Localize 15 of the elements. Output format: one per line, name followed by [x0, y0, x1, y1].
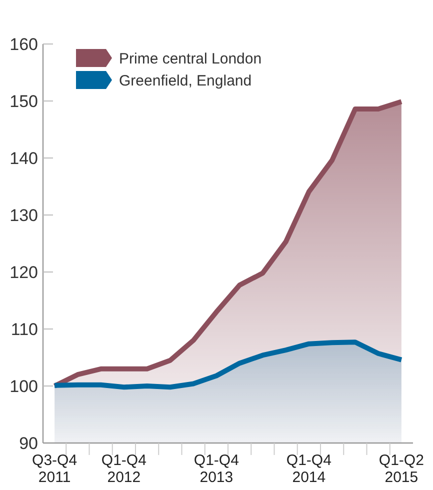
- x-tick-label: Q1-Q4 2013: [194, 452, 239, 486]
- y-tick-label: 90: [19, 434, 38, 453]
- y-tick-label: 140: [10, 148, 38, 168]
- legend-label: Greenfield, England: [119, 72, 252, 90]
- y-tick-label: 110: [10, 320, 38, 339]
- legend-label: Prime central London: [119, 50, 262, 68]
- y-tick-label: 120: [10, 262, 38, 282]
- y-tick-label: 150: [10, 92, 38, 111]
- y-tick-label: 160: [10, 34, 38, 54]
- y-tick-label: 100: [10, 376, 38, 396]
- x-tick-label: Q1-Q2 2015: [378, 452, 424, 486]
- x-tick-label: Q3-Q4 2011: [32, 452, 78, 486]
- y-tick-label: 130: [10, 206, 38, 225]
- x-tick-label: Q1-Q4 2012: [101, 452, 146, 486]
- x-tick-label: Q1-Q4 2014: [286, 452, 332, 486]
